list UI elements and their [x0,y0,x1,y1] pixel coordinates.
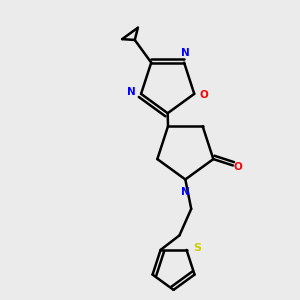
Text: N: N [181,48,190,58]
Text: N: N [127,87,136,98]
Text: S: S [193,243,201,254]
Text: O: O [200,90,208,100]
Text: N: N [181,187,190,197]
Text: O: O [234,162,242,172]
